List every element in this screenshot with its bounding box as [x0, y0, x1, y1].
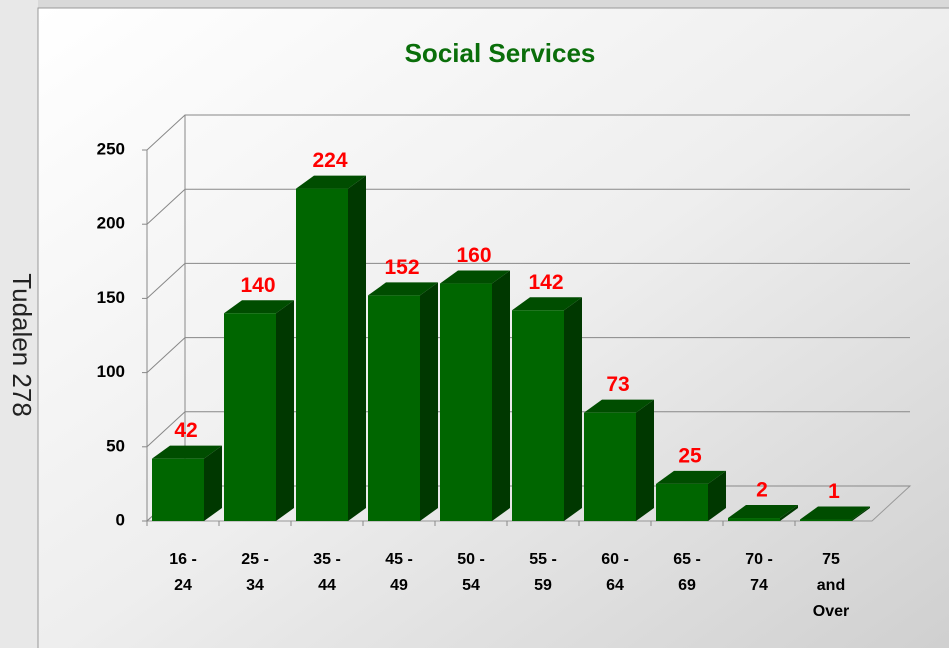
value-label: 142: [528, 271, 563, 294]
value-label: 152: [384, 256, 419, 279]
x-tick-label: 65 - 69: [673, 551, 701, 594]
bar-top: [296, 175, 366, 189]
bar-top: [656, 470, 726, 484]
y-tick-label: 50: [106, 436, 125, 455]
x-tick-line: 44: [318, 577, 336, 594]
x-tick-line: and: [817, 577, 845, 594]
bar: [152, 445, 222, 521]
x-tick-line: 75: [822, 551, 840, 568]
bar-side: [492, 270, 510, 521]
x-tick-line: 16 -: [169, 551, 197, 568]
y-tick-label: 250: [97, 139, 125, 158]
x-tick-line: 24: [174, 577, 192, 594]
value-label: 73: [606, 373, 629, 396]
x-tick-label: 75 and Over: [813, 551, 849, 620]
bar-side: [348, 175, 366, 522]
bar-side: [708, 470, 726, 521]
bar: [224, 300, 294, 521]
value-label: 42: [174, 419, 197, 442]
x-tick-line: 25 -: [241, 551, 269, 568]
x-tick-line: 55 -: [529, 551, 557, 568]
grid-line: [146, 188, 910, 225]
x-tick-line: 50 -: [457, 551, 485, 568]
bar-front: [224, 313, 276, 521]
x-tick-line: 54: [462, 577, 480, 594]
bar: [296, 175, 366, 522]
value-label: 224: [312, 149, 347, 172]
page-label: Tudalen 278: [7, 273, 37, 417]
grid-line: [146, 262, 910, 299]
bar-top: [152, 445, 222, 459]
x-tick-line: 60 -: [601, 551, 629, 568]
bar-top: [368, 282, 438, 296]
x-tick-label: 70 - 74: [745, 551, 773, 594]
bar-front: [440, 283, 492, 521]
bar-side: [204, 445, 222, 521]
bar-front: [368, 295, 420, 521]
bar: [440, 270, 510, 521]
y-tick-label: 200: [97, 214, 125, 233]
x-tick-line: Over: [813, 603, 849, 620]
x-tick-label: 16 - 24: [169, 551, 197, 594]
y-tick-label: 0: [116, 510, 125, 529]
x-tick-line: 59: [534, 577, 552, 594]
x-tick-line: 70 -: [745, 551, 773, 568]
x-tick-label: 35 - 44: [313, 551, 341, 594]
bar-side: [276, 300, 294, 521]
x-tick-label: 50 - 54: [457, 551, 485, 594]
y-tick-label: 150: [97, 288, 125, 307]
bar-side: [780, 505, 798, 521]
grid-line: [146, 114, 910, 151]
value-label: 1: [828, 480, 840, 503]
x-tick-line: 35 -: [313, 551, 341, 568]
grid-line: [146, 337, 910, 373]
bar-side: [852, 506, 870, 521]
x-tick-label: 45 - 49: [385, 551, 413, 594]
bar-front: [800, 519, 852, 521]
x-tick-label: 25 - 34: [241, 551, 269, 594]
bar-top: [728, 505, 798, 519]
bar-top: [512, 297, 582, 311]
x-tick-line: 34: [246, 577, 264, 594]
value-label: 25: [678, 444, 702, 467]
bar-side: [564, 297, 582, 521]
bar: [656, 470, 726, 521]
bar-front: [152, 458, 204, 521]
x-tick-line: 65 -: [673, 551, 701, 568]
value-label: 2: [756, 479, 768, 502]
bar: [368, 282, 438, 521]
bar-side: [420, 282, 438, 521]
bar-top: [440, 270, 510, 284]
bar: [512, 297, 582, 521]
x-tick-label: 60 - 64: [601, 551, 629, 594]
side-strip: [0, 0, 38, 648]
value-label: 160: [456, 244, 491, 267]
chart-title: Social Services: [405, 38, 596, 68]
x-tick-line: 49: [390, 577, 408, 594]
bar-front: [584, 412, 636, 521]
bar-front: [296, 188, 348, 522]
bar: [800, 506, 870, 521]
bar-top: [584, 399, 654, 413]
grid-line: [146, 411, 910, 448]
bar-top: [224, 300, 294, 314]
bar-side: [636, 399, 654, 521]
bar: [584, 399, 654, 521]
x-tick-line: 74: [750, 577, 768, 594]
value-label: 140: [240, 274, 275, 297]
bar: [728, 505, 798, 521]
x-tick-line: 45 -: [385, 551, 413, 568]
y-tick-label: 100: [97, 362, 125, 381]
x-tick-line: 69: [678, 577, 696, 594]
bar-front: [656, 483, 708, 521]
bar-front: [512, 310, 564, 521]
bar-top: [800, 506, 870, 520]
bar-front: [728, 518, 780, 521]
x-tick-label: 55 - 59: [529, 551, 557, 594]
x-tick-line: 64: [606, 577, 624, 594]
